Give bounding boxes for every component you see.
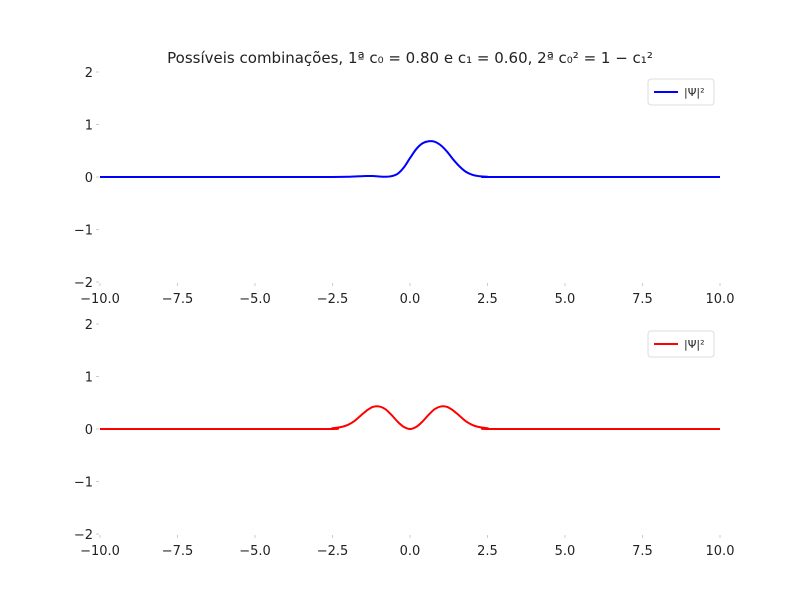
x-tick-label: 7.5 bbox=[632, 544, 653, 559]
bottom-subplot: 2 1 0 −1 −2−10.0 −7.5 −5.0 −2.5 0.0 2.5 5.0 7.5 10.0… bbox=[74, 318, 735, 559]
y-tick-label: 1 bbox=[85, 119, 93, 134]
x-tick-label: −10.0 bbox=[80, 292, 120, 307]
x-tick-label: −7.5 bbox=[162, 544, 194, 559]
x-tick-label: −2.5 bbox=[317, 544, 349, 559]
x-tick-label: 0.0 bbox=[400, 292, 421, 307]
x-tick-label: −5.0 bbox=[239, 292, 271, 307]
x-tick-label: −7.5 bbox=[162, 292, 194, 307]
y-tick-label: 0 bbox=[85, 423, 93, 438]
y-tick-label: −1 bbox=[74, 224, 93, 239]
y-tick-label: 2 bbox=[85, 318, 93, 333]
x-tick-label: 2.5 bbox=[477, 292, 498, 307]
x-tick-label: 10.0 bbox=[706, 544, 735, 559]
legend-label: |Ψ|² bbox=[684, 338, 704, 351]
y-tick-label: −2 bbox=[74, 528, 93, 543]
x-tick-label: −5.0 bbox=[239, 544, 271, 559]
x-tick-label: 10.0 bbox=[706, 292, 735, 307]
y-tick-label: −2 bbox=[74, 276, 93, 291]
series-line-blue bbox=[99, 140, 721, 179]
x-tick-label: 0.0 bbox=[400, 544, 421, 559]
top-subplot: 2 1 0 −1 −2−10.0 −7.5 −5.0 −2.5 0.0 2.5 5.0 7.5 10.0… bbox=[74, 66, 735, 307]
x-tick-label: −2.5 bbox=[317, 292, 349, 307]
legend-box bbox=[647, 330, 715, 358]
figure-title: Possíveis combinações, 1ª c₀ = 0.80 e c₁… bbox=[167, 49, 653, 67]
legend-label: |Ψ|² bbox=[684, 86, 704, 99]
legend-box bbox=[647, 78, 715, 106]
x-tick-label: 7.5 bbox=[632, 292, 653, 307]
x-tick-label: −10.0 bbox=[80, 544, 120, 559]
x-tick-label: 2.5 bbox=[477, 544, 498, 559]
x-tick-label: 5.0 bbox=[555, 544, 576, 559]
y-tick-label: 1 bbox=[85, 371, 93, 386]
series-line-red bbox=[99, 405, 721, 431]
y-tick-label: 0 bbox=[85, 171, 93, 186]
x-tick-label: 5.0 bbox=[555, 292, 576, 307]
y-tick-label: 2 bbox=[85, 66, 93, 81]
y-tick-label: −1 bbox=[74, 476, 93, 491]
